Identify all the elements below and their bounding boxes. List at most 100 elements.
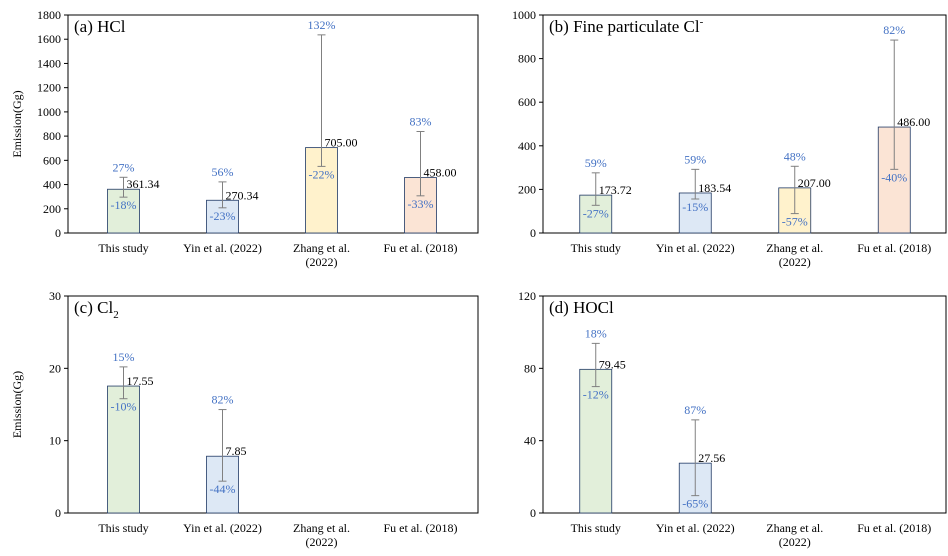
bar [206,199,239,234]
panel-label-text: (d) HOCl [549,298,614,317]
upper-uncertainty-label: 48% [784,149,806,163]
y-tick-label: 400 [518,139,536,153]
y-tick-label: 400 [43,178,61,192]
x-tick-label: (2022) [779,535,811,549]
x-tick-label: (2022) [306,535,338,549]
x-tick-label: Fu et al. (2018) [857,241,931,255]
lower-uncertainty-label: -10% [111,400,137,414]
x-tick-label: This study [98,241,148,255]
y-tick-label: 600 [43,153,61,167]
panel-label-text: (b) Fine particulate Cl [549,17,700,36]
panel-label-text: (a) HCl [74,17,126,36]
data-value-label: 361.34 [127,177,160,191]
plot-frame [542,14,947,234]
upper-uncertainty-label: 18% [585,326,607,340]
data-value-label: 270.34 [226,188,259,202]
x-tick-label: This study [571,241,621,255]
panel-label: (c) Cl2 [74,298,119,321]
y-tick-label: 1600 [37,32,61,46]
data-value-label: 183.54 [698,181,731,195]
data-value-label: 173.72 [599,183,632,197]
x-tick-label: Fu et al. (2018) [857,521,931,535]
upper-uncertainty-label: 59% [684,152,706,166]
upper-uncertainty-label: 132% [308,18,336,32]
x-tick-label: Yin et al. (2022) [183,241,262,255]
y-tick-label: 10 [49,434,61,448]
lower-uncertainty-label: -40% [881,170,907,184]
x-tick-label: Yin et al. (2022) [183,521,262,535]
y-tick-label: 200 [518,182,536,196]
y-axis-label: Emission(Gg) [10,90,24,157]
chart-panel-fine-particulate-cl: 0 200 400 600 800 1000 (b) Fine particulate Cl… [512,8,947,269]
plot-frame [67,14,479,234]
y-tick-label: 0 [530,506,536,520]
data-value-label: 79.45 [599,357,626,371]
lower-uncertainty-label: -57% [782,215,808,229]
x-tick-label: (2022) [306,255,338,269]
x-tick-label: Yin et al. (2022) [656,521,735,535]
lower-uncertainty-label: -18% [111,198,137,212]
y-tick-label: 0 [55,226,61,240]
x-tick-label: Fu et al. (2018) [384,521,458,535]
x-tick-label: Zhang et al. [766,241,823,255]
data-value-label: 27.56 [698,451,725,465]
upper-uncertainty-label: 83% [410,115,432,129]
y-tick-label: 1800 [37,8,61,22]
data-value-label: 458.00 [424,166,457,180]
lower-uncertainty-label: -44% [210,482,236,496]
panel-label-subscript: 2 [113,309,119,321]
y-tick-label: 1000 [37,105,61,119]
y-tick-label: 1200 [37,81,61,95]
x-tick-label: This study [98,521,148,535]
x-tick-label: Zhang et al. [293,521,350,535]
bar [678,192,712,234]
lower-uncertainty-label: -22% [309,167,335,181]
x-tick-label: (2022) [779,255,811,269]
y-tick-label: 1000 [512,8,536,22]
x-tick-label: This study [571,521,621,535]
y-tick-label: 0 [55,506,61,520]
lower-uncertainty-label: -15% [682,200,708,214]
y-tick-label: 40 [524,434,536,448]
upper-uncertainty-label: 87% [684,403,706,417]
panel-label-superscript: - [700,16,704,28]
data-value-label: 705.00 [325,136,358,150]
panel-label: (a) HCl [74,17,126,36]
data-value-label: 486.00 [897,115,930,129]
chart-panel-hocl: 0 40 80 120 (d) HOCl This study 18% -12% 79.45 Yi… [518,289,947,549]
y-tick-label: 80 [524,361,536,375]
panel-label-text: (c) Cl [74,298,113,317]
upper-uncertainty-label: 56% [212,165,234,179]
panel-label: (d) HOCl [549,298,614,317]
y-tick-label: 600 [518,95,536,109]
upper-uncertainty-label: 59% [585,156,607,170]
x-tick-label: Fu et al. (2018) [384,241,458,255]
y-tick-label: 30 [49,289,61,303]
y-tick-label: 200 [43,202,61,216]
bar [579,368,613,514]
y-tick-label: 20 [49,361,61,375]
y-axis-label: Emission(Gg) [10,371,24,438]
x-tick-label: Zhang et al. [766,521,823,535]
y-tick-label: 120 [518,289,536,303]
y-tick-label: 800 [43,129,61,143]
lower-uncertainty-label: -27% [583,206,609,220]
lower-uncertainty-label: -23% [210,209,236,223]
plot-frame [67,295,479,514]
chart-panel-hcl: 0 200 400 600 800 1000 1200 1400 1600 1800 Emissio… [10,8,479,269]
x-tick-label: Zhang et al. [293,241,350,255]
y-tick-label: 1400 [37,56,61,70]
bar [107,385,140,514]
y-tick-label: 800 [518,52,536,66]
data-value-label: 207.00 [798,176,831,190]
data-value-label: 7.85 [226,444,247,458]
lower-uncertainty-label: -65% [682,497,708,511]
plot-frame [542,295,947,514]
panel-label: (b) Fine particulate Cl- [549,16,704,36]
upper-uncertainty-label: 27% [113,160,135,174]
data-value-label: 17.55 [127,374,154,388]
x-tick-label: Yin et al. (2022) [656,241,735,255]
upper-uncertainty-label: 82% [883,23,905,37]
y-tick-label: 0 [530,226,536,240]
